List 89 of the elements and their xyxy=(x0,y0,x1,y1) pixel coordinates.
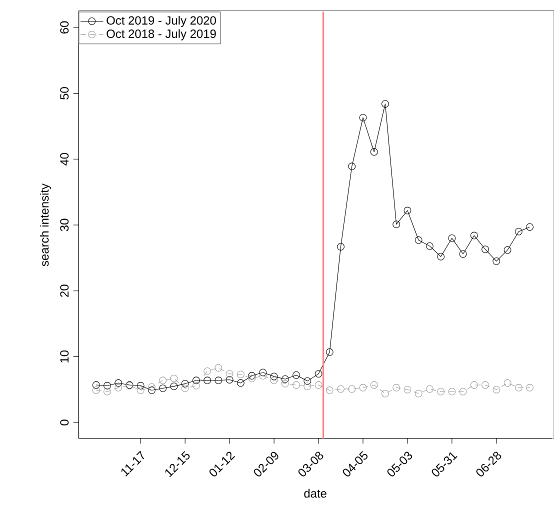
point xyxy=(204,376,212,384)
point xyxy=(392,384,400,392)
point xyxy=(514,384,522,392)
point xyxy=(326,348,334,356)
point xyxy=(192,376,200,384)
point xyxy=(370,381,378,389)
point xyxy=(281,375,289,383)
point xyxy=(359,114,367,122)
point xyxy=(148,383,156,391)
point xyxy=(414,236,422,244)
point xyxy=(492,257,500,265)
y-tick-label: 0 xyxy=(60,420,69,426)
point xyxy=(326,386,334,394)
point xyxy=(114,384,122,392)
point xyxy=(382,100,389,108)
point xyxy=(181,384,189,392)
y-tick-label: 30 xyxy=(60,218,69,232)
point xyxy=(492,386,500,394)
point xyxy=(482,246,490,254)
point xyxy=(437,388,445,396)
point xyxy=(348,385,356,393)
point xyxy=(314,370,322,378)
y-tick-label: 20 xyxy=(60,284,69,297)
point xyxy=(92,386,100,394)
point xyxy=(526,384,534,392)
point xyxy=(281,380,289,388)
point xyxy=(136,382,144,390)
point xyxy=(192,382,200,390)
point xyxy=(170,374,178,382)
point xyxy=(270,376,278,384)
point xyxy=(259,368,267,376)
point xyxy=(159,384,167,392)
point xyxy=(292,371,300,379)
point xyxy=(204,367,212,375)
point xyxy=(104,382,111,390)
point xyxy=(304,382,312,390)
point xyxy=(159,376,167,384)
y-tick-label: 60 xyxy=(60,21,69,34)
point xyxy=(359,384,367,392)
point xyxy=(348,162,356,170)
point xyxy=(459,388,467,396)
point xyxy=(382,390,389,398)
y-tick-label: 40 xyxy=(60,152,69,166)
point xyxy=(514,228,522,236)
point xyxy=(370,148,378,156)
point xyxy=(292,381,300,389)
point xyxy=(437,252,445,260)
point xyxy=(414,390,422,398)
point xyxy=(404,206,412,214)
point xyxy=(337,243,344,250)
point xyxy=(404,386,412,394)
point xyxy=(470,232,478,240)
y-axis-title: search intensity xyxy=(40,184,52,266)
point xyxy=(181,380,189,388)
point xyxy=(482,381,490,389)
point xyxy=(226,376,234,384)
point xyxy=(148,386,156,394)
point xyxy=(214,364,222,372)
point xyxy=(259,372,267,380)
point xyxy=(392,220,400,228)
point xyxy=(248,374,256,382)
point xyxy=(236,370,244,378)
x-axis-title: date xyxy=(304,488,326,498)
point xyxy=(504,379,512,387)
y-tick-label: 50 xyxy=(60,87,69,100)
point xyxy=(226,370,234,378)
point xyxy=(214,376,222,384)
point xyxy=(248,372,256,380)
y-tick-label: 10 xyxy=(60,350,69,362)
legend-label: Oct 2018 - July 2019 xyxy=(106,29,216,40)
legend-label: Oct 2019 - July 2020 xyxy=(106,16,216,28)
point xyxy=(448,234,456,242)
point xyxy=(104,388,111,396)
point xyxy=(470,381,478,389)
point xyxy=(270,372,278,380)
point xyxy=(136,386,144,394)
point xyxy=(304,377,312,385)
point xyxy=(426,242,434,250)
point xyxy=(448,388,456,396)
point xyxy=(314,381,322,389)
point xyxy=(459,250,467,258)
point xyxy=(92,381,100,389)
point xyxy=(526,223,534,231)
point xyxy=(114,379,122,387)
point xyxy=(236,379,244,387)
point xyxy=(426,385,434,393)
point xyxy=(170,382,178,390)
point xyxy=(337,385,344,393)
point xyxy=(504,246,512,254)
